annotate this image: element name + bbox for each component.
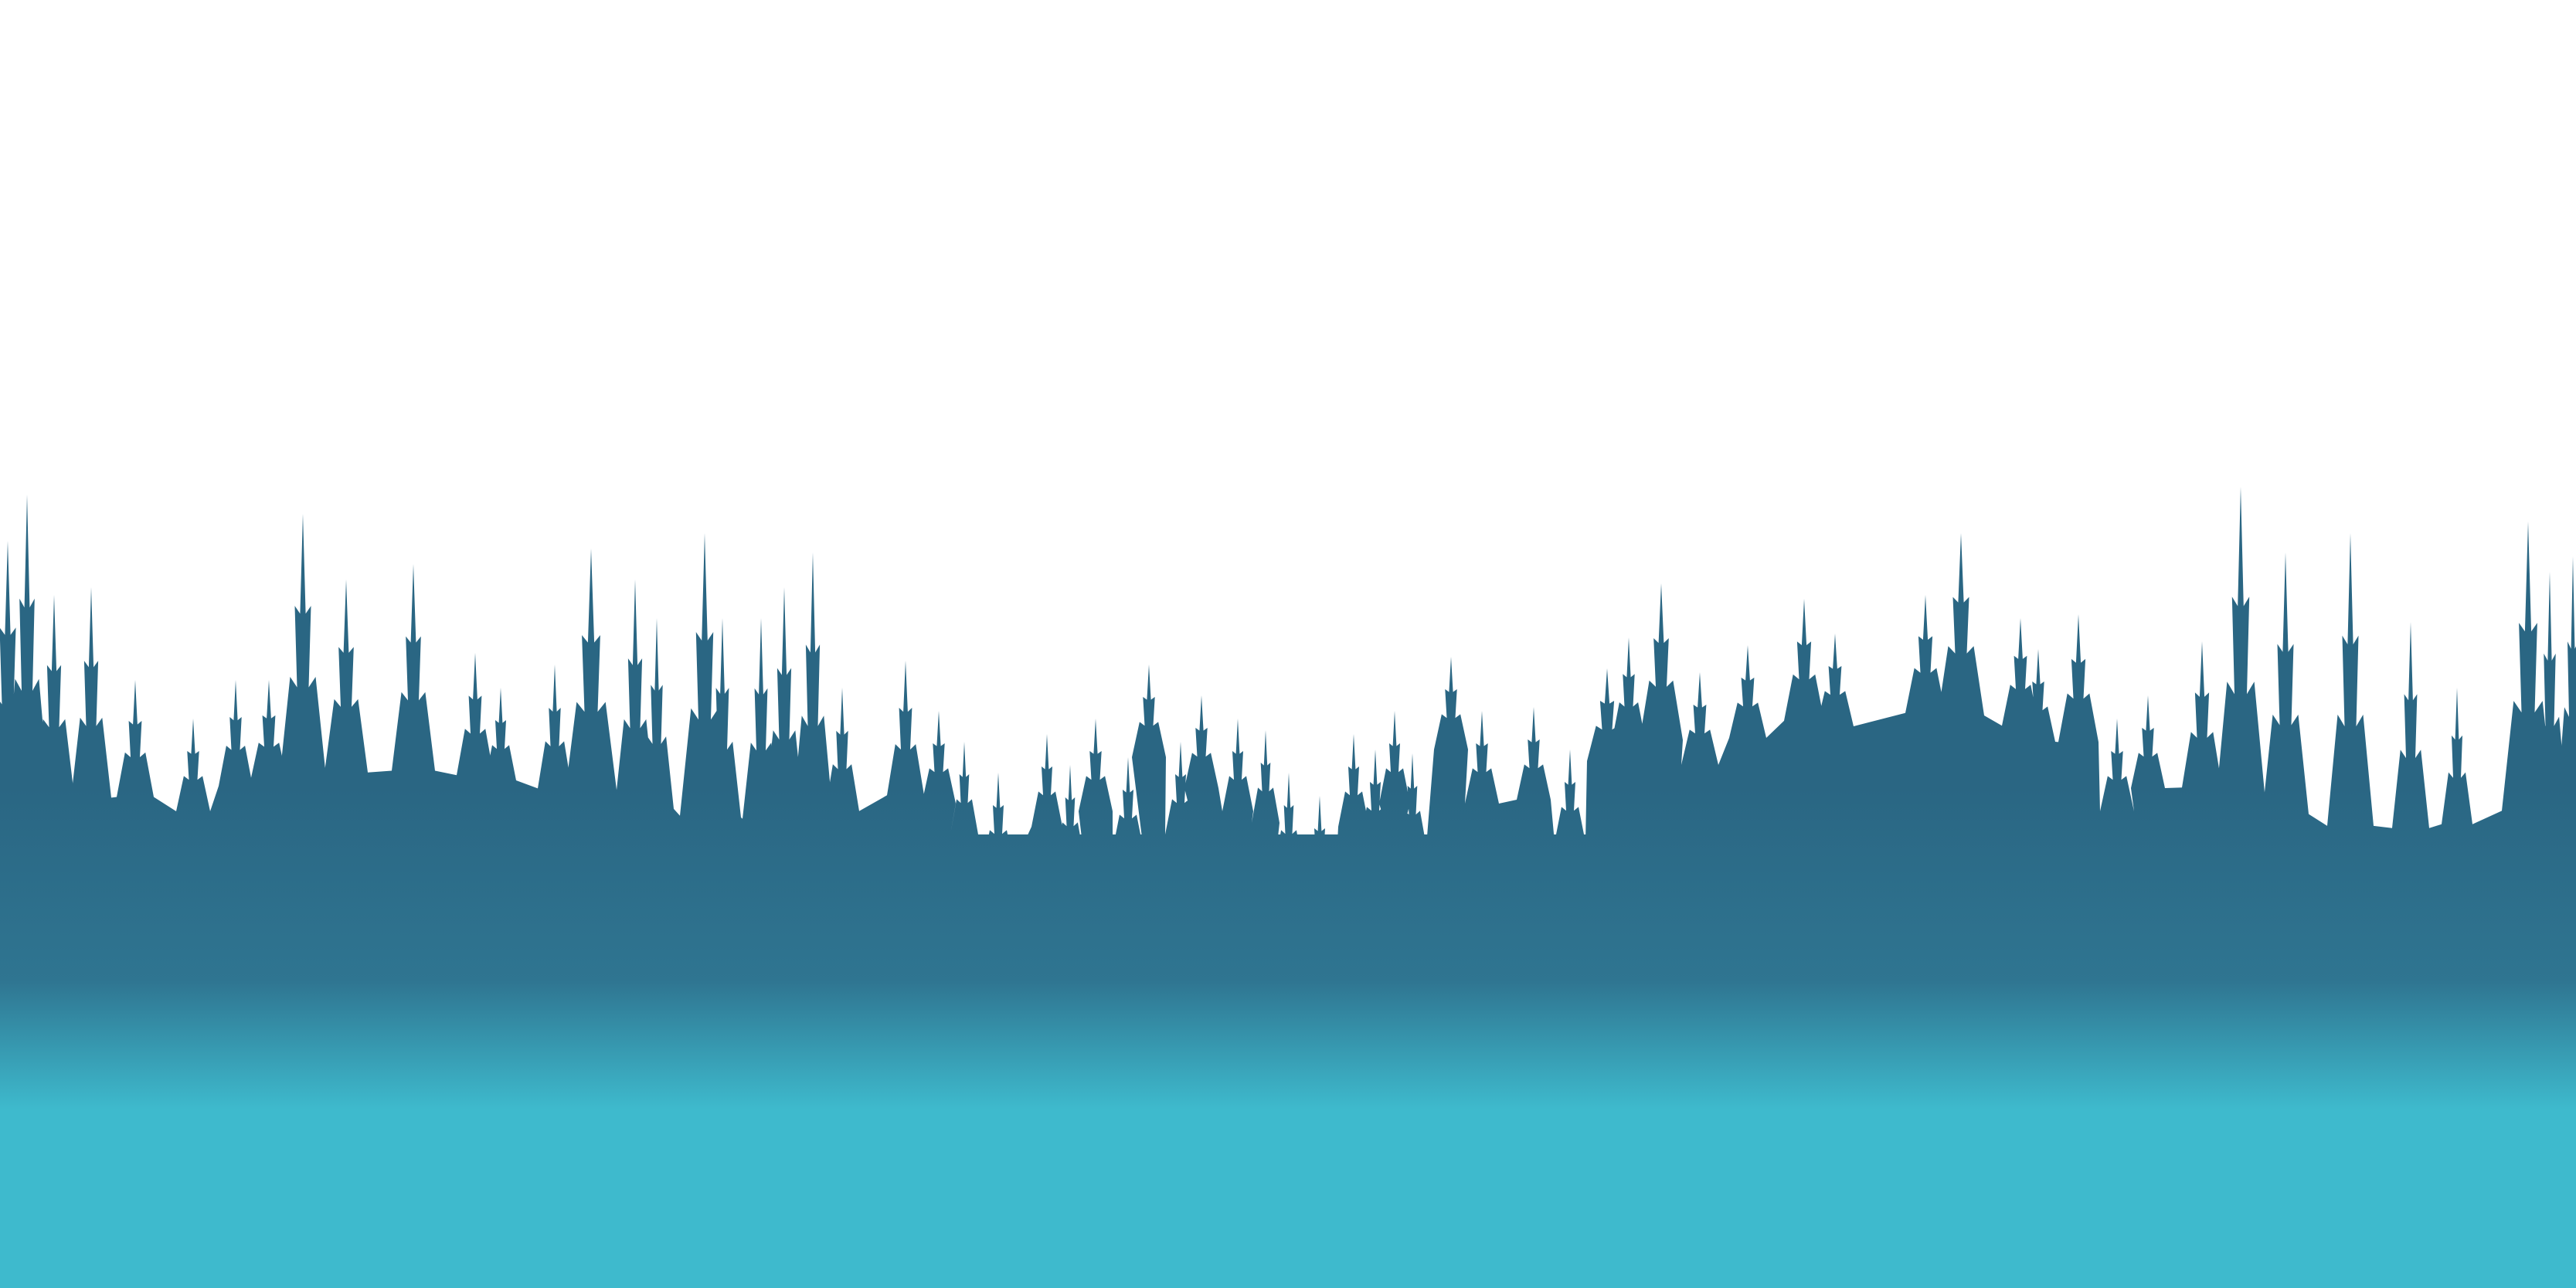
forest-ground <box>0 834 2576 1288</box>
tree-line-silhouette <box>0 487 2576 1288</box>
